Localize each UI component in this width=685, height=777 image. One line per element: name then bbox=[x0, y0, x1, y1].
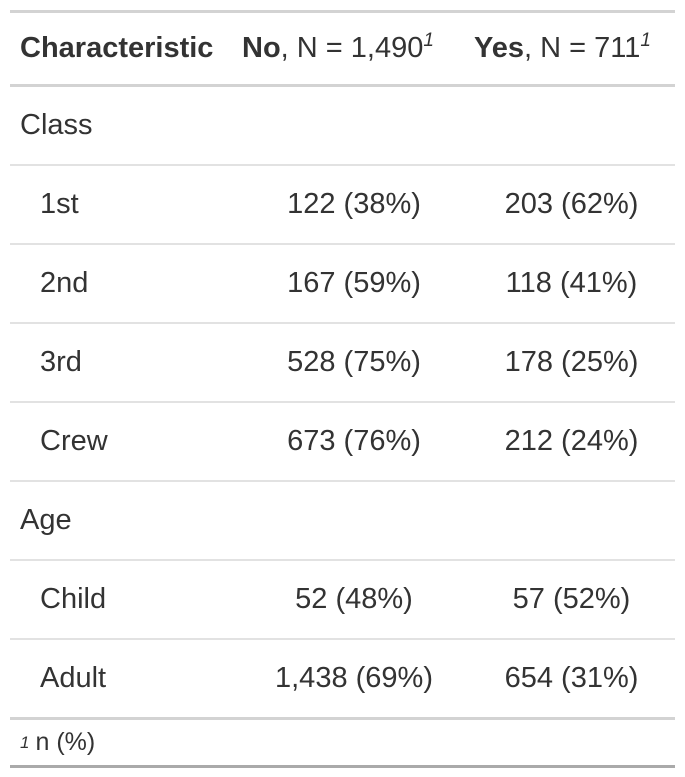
cell-no: 1,438 (69%) bbox=[275, 662, 433, 694]
row-label: Child bbox=[40, 583, 107, 615]
header-yes-n: , N = 711 bbox=[524, 32, 641, 64]
cell-yes: 57 (52%) bbox=[512, 583, 631, 615]
cell-no: 52 (48%) bbox=[295, 583, 413, 615]
row-label: 3rd bbox=[40, 346, 82, 378]
table-row: Child 52 (48%) 57 (52%) bbox=[10, 561, 675, 638]
cell-no: 167 (59%) bbox=[287, 267, 421, 299]
cell-yes: 178 (25%) bbox=[504, 346, 639, 378]
row-label: Crew bbox=[40, 425, 108, 457]
header-yes-footnote-mark: 1 bbox=[640, 30, 651, 51]
group-label: Class bbox=[20, 109, 93, 141]
group-label: Age bbox=[20, 504, 72, 536]
cell-yes: 118 (41%) bbox=[505, 267, 638, 299]
table-bottom-rule bbox=[10, 765, 675, 768]
header-no: No, N = 1,4901 bbox=[240, 31, 468, 64]
cell-yes: 212 (24%) bbox=[504, 425, 639, 457]
header-yes-label: Yes bbox=[474, 32, 524, 64]
summary-table: Characteristic No, N = 1,4901 Yes, N = 7… bbox=[10, 10, 675, 768]
cell-no: 673 (76%) bbox=[287, 425, 421, 457]
header-yes: Yes, N = 7111 bbox=[468, 31, 675, 64]
table-row: 2nd 167 (59%) 118 (41%) bbox=[10, 245, 675, 322]
header-characteristic: Characteristic bbox=[20, 32, 214, 64]
header-no-footnote-mark: 1 bbox=[423, 30, 434, 51]
group-row-class: Class bbox=[10, 87, 675, 164]
table-row: 1st 122 (38%) 203 (62%) bbox=[10, 166, 675, 243]
row-label: 1st bbox=[40, 188, 79, 220]
cell-yes: 203 (62%) bbox=[504, 188, 639, 220]
table-row: Crew 673 (76%) 212 (24%) bbox=[10, 403, 675, 480]
cell-no: 122 (38%) bbox=[287, 188, 421, 220]
footnote-text: n (%) bbox=[35, 728, 96, 756]
body-bottom-rule bbox=[10, 717, 675, 720]
row-label: 2nd bbox=[40, 267, 89, 299]
cell-no: 528 (75%) bbox=[287, 346, 421, 378]
table-row: Adult 1,438 (69%) 654 (31%) bbox=[10, 640, 675, 717]
table-top-rule bbox=[10, 10, 675, 13]
row-label: Adult bbox=[40, 662, 107, 694]
cell-yes: 654 (31%) bbox=[504, 662, 639, 694]
group-row-age: Age bbox=[10, 482, 675, 559]
header-bottom-rule bbox=[10, 84, 675, 87]
table-row: 3rd 528 (75%) 178 (25%) bbox=[10, 324, 675, 401]
header-no-label: No bbox=[242, 32, 281, 64]
header-no-n: , N = 1,490 bbox=[280, 32, 424, 64]
table-header-row: Characteristic No, N = 1,4901 Yes, N = 7… bbox=[10, 13, 675, 84]
